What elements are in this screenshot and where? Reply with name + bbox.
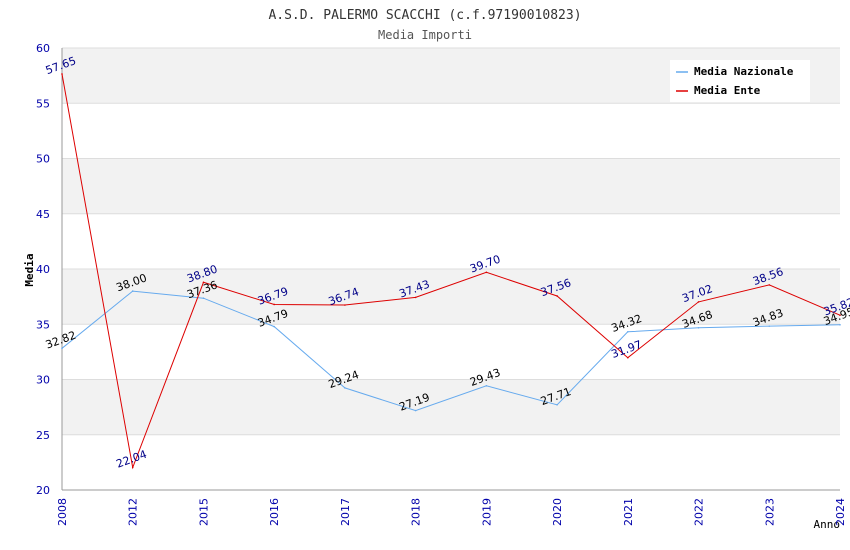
data-point (344, 304, 346, 306)
legend-label-media-nazionale: Media Nazionale (694, 65, 794, 78)
data-point (202, 281, 205, 284)
axes (61, 48, 840, 491)
data-point (344, 387, 346, 389)
data-point (768, 325, 771, 327)
x-tick-label: 2008 (56, 498, 69, 526)
series-line-0 (61, 290, 841, 412)
data-label: 32.82 (44, 329, 78, 352)
series-line-1 (61, 73, 841, 470)
x-tick-label: 2021 (622, 498, 635, 526)
x-tick-label: 2019 (480, 498, 493, 526)
y-tick-label: 40 (36, 263, 50, 276)
data-point (131, 466, 134, 469)
data-point (627, 356, 629, 359)
data-label: 22.04 (115, 448, 149, 471)
data-label: 31.97 (610, 338, 644, 361)
data-point (556, 295, 558, 297)
x-tick-label: 2020 (551, 498, 564, 526)
y-tick-label: 55 (36, 97, 50, 110)
x-tick-label: 2023 (763, 498, 776, 526)
data-point (627, 330, 629, 333)
legend-box (670, 60, 810, 102)
x-tick-label: 2022 (693, 498, 706, 526)
data-point (273, 325, 275, 328)
data-point (556, 404, 558, 406)
y-tick-label: 45 (36, 208, 50, 221)
y-tick-label: 35 (36, 318, 50, 331)
data-point (61, 73, 63, 75)
background-bands (62, 48, 840, 435)
series-lines (61, 73, 841, 470)
data-point (202, 297, 205, 299)
data-point (839, 324, 841, 326)
x-tick-label: 2024 (834, 498, 847, 526)
x-axis-label: Anno (814, 518, 841, 531)
data-point (839, 314, 841, 316)
y-tick-label: 25 (36, 429, 50, 442)
data-point (768, 284, 771, 286)
y-axis-label: Media (23, 253, 36, 286)
band (62, 379, 840, 435)
x-tick-labels: 2008 2012 2015 2016 2017 2018 2019 2020 2021 2022… (56, 498, 847, 526)
legend-label-media-ente: Media Ente (694, 84, 761, 97)
data-point (273, 303, 275, 306)
y-tick-label: 30 (36, 374, 50, 387)
x-tick-label: 2012 (127, 498, 140, 526)
chart-subtitle: Media Importi (378, 28, 472, 42)
x-tick-label: 2015 (197, 498, 210, 526)
data-point (697, 301, 700, 303)
y-tick-labels: 20 25 30 35 40 45 50 55 60 (36, 42, 50, 497)
data-point (131, 290, 134, 292)
data-point (61, 347, 63, 350)
band (62, 158, 840, 214)
x-tick-label: 2017 (339, 498, 352, 526)
x-tick-label: 2016 (268, 498, 281, 526)
y-tick-label: 60 (36, 42, 50, 55)
chart-title: A.S.D. PALERMO SCACCHI (c.f.97190010823) (268, 8, 581, 23)
y-tick-label: 20 (36, 484, 50, 497)
x-tick-label: 2018 (410, 498, 423, 526)
data-point (485, 271, 488, 274)
band (62, 269, 840, 325)
legend: Media Nazionale Media Ente (670, 60, 810, 102)
data-point (414, 409, 417, 412)
data-point (697, 326, 700, 329)
y-tick-label: 50 (36, 153, 50, 166)
data-point (414, 296, 417, 299)
data-point (485, 384, 488, 387)
